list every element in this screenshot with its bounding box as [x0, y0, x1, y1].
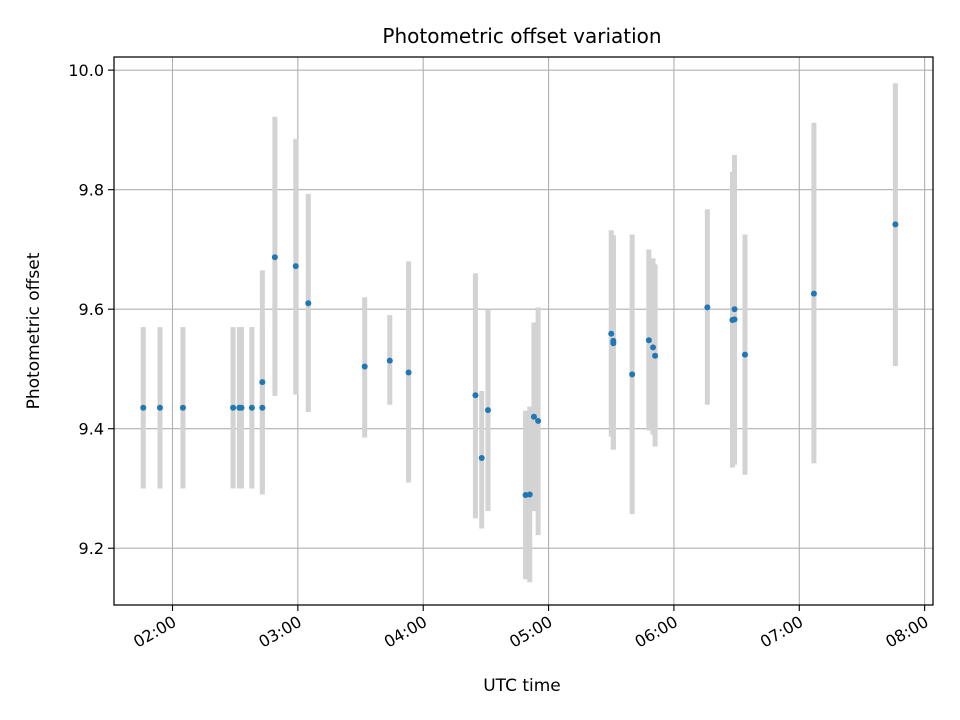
data-point	[472, 392, 479, 399]
plot-frame	[113, 56, 934, 606]
data-point	[156, 404, 163, 411]
y-axis-title: Photometric offset	[24, 252, 44, 409]
data-point	[292, 263, 299, 270]
x-axis-title: UTC time	[483, 676, 561, 696]
data-point	[810, 290, 817, 297]
chart-title: Photometric offset variation	[382, 24, 661, 48]
data-point	[140, 404, 147, 411]
y-tick-label: 9.8	[79, 181, 104, 200]
data-point	[259, 379, 266, 386]
data-point	[629, 371, 636, 378]
data-point	[535, 417, 542, 424]
data-point	[526, 491, 533, 498]
data-point	[478, 454, 485, 461]
data-point	[610, 340, 617, 347]
data-point	[484, 407, 491, 414]
y-tick-label: 9.6	[79, 300, 104, 319]
data-points	[140, 221, 899, 499]
data-point	[731, 316, 738, 323]
data-point	[305, 300, 312, 307]
data-point	[248, 404, 255, 411]
data-point	[645, 337, 652, 344]
data-point	[650, 344, 657, 351]
data-point	[892, 221, 899, 228]
y-tick-label: 10.0	[68, 61, 104, 80]
data-point	[361, 363, 368, 370]
data-point	[731, 306, 738, 313]
data-point	[405, 369, 412, 376]
y-tick-label: 9.4	[79, 420, 104, 439]
data-point	[230, 404, 237, 411]
data-point	[238, 404, 245, 411]
data-point	[608, 330, 615, 337]
data-point	[530, 413, 537, 420]
data-point	[704, 304, 711, 311]
data-point	[179, 404, 186, 411]
data-point	[386, 357, 393, 364]
data-point	[652, 352, 659, 359]
data-point	[741, 351, 748, 358]
data-point	[271, 254, 278, 261]
data-point	[259, 404, 266, 411]
y-tick-label: 9.2	[79, 539, 104, 558]
y-axis-ticks: 9.2 9.4 9.6 9.8 10.0	[68, 61, 114, 558]
